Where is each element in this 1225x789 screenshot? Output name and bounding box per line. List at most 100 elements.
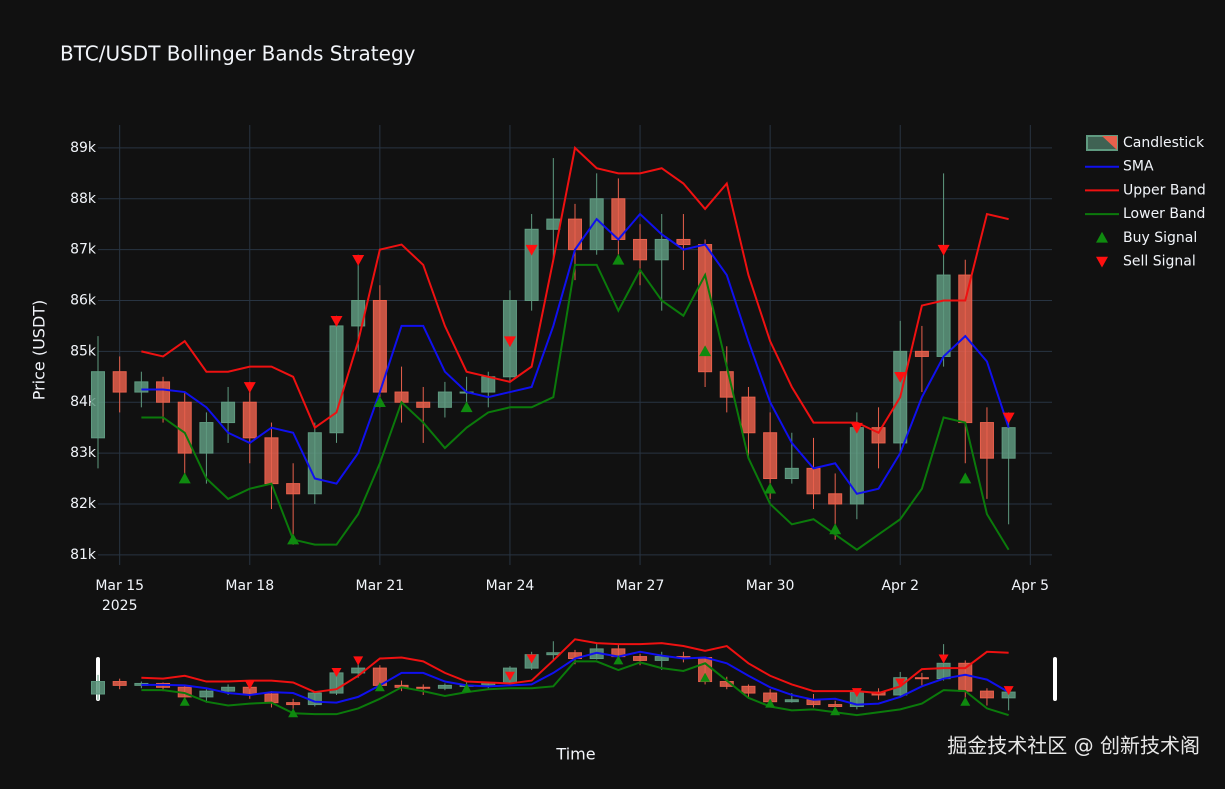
watermark: 掘金技术社区 @ 创新技术阁 xyxy=(947,734,1200,758)
y-tick-label: 84k xyxy=(70,394,97,410)
candle-body xyxy=(524,228,539,301)
signal-marker xyxy=(700,672,711,682)
candle-body xyxy=(763,432,778,480)
signal-marker xyxy=(243,382,256,393)
legend-label: Candlestick xyxy=(1123,135,1205,151)
signal-marker xyxy=(526,654,537,664)
candle-body xyxy=(936,662,951,680)
candle-body xyxy=(654,238,669,261)
legend-label: Lower Band xyxy=(1123,206,1205,222)
signal-marker xyxy=(525,244,538,256)
line-series xyxy=(141,263,1010,551)
candle-body xyxy=(221,401,236,424)
y-tick-label: 81k xyxy=(70,547,97,563)
candle-body xyxy=(416,401,431,408)
y-tick-label: 82k xyxy=(70,496,97,512)
candle-body xyxy=(134,381,149,393)
signal-marker xyxy=(851,688,862,698)
candle-body xyxy=(199,690,214,698)
candle-body xyxy=(307,432,322,495)
signal-marker xyxy=(937,244,950,256)
candle-body xyxy=(806,467,821,495)
x-tick-label: Mar 21 xyxy=(356,578,405,594)
range-slider[interactable] xyxy=(90,638,1057,718)
signal-marker xyxy=(960,696,971,706)
signal-marker xyxy=(850,422,863,434)
candle-body xyxy=(828,493,843,505)
candle-body xyxy=(156,381,171,403)
signal-marker xyxy=(287,533,300,545)
candle-body xyxy=(633,656,648,661)
signal-marker xyxy=(353,656,364,666)
y-tick-label: 88k xyxy=(70,191,97,207)
candle-body xyxy=(676,238,691,246)
candle-body xyxy=(633,238,648,261)
candle-body xyxy=(828,704,843,707)
x-tick-label: Apr 2 xyxy=(881,578,919,594)
candle-body xyxy=(437,391,452,408)
line-series xyxy=(141,638,1009,695)
candle-body xyxy=(199,422,214,454)
candle-body xyxy=(1001,427,1016,459)
signal-marker xyxy=(1002,412,1015,424)
candle-body xyxy=(546,652,561,656)
plot-area: 81k 82k 83k 84k 85k 86k 87k 88k 89k Mar 15 2025 Mar… xyxy=(70,125,1052,614)
legend-symbol xyxy=(1102,136,1117,150)
y-tick-label: 85k xyxy=(70,343,97,359)
signal-marker xyxy=(352,254,365,266)
signal-marker xyxy=(959,472,972,484)
y-tick-label: 87k xyxy=(70,242,97,258)
signal-marker xyxy=(1003,686,1014,696)
signal-marker xyxy=(829,523,842,535)
signal-marker xyxy=(830,706,841,716)
candle-body xyxy=(914,350,929,357)
candle-body xyxy=(481,376,496,393)
candle-body xyxy=(979,690,994,699)
legend-label: Sell Signal xyxy=(1123,254,1196,270)
legend-label: Upper Band xyxy=(1123,182,1206,198)
x-tick-label: Apr 5 xyxy=(1012,578,1050,594)
x-tick-label: Mar 24 xyxy=(486,578,535,594)
candle-body xyxy=(979,422,994,459)
candle-body xyxy=(242,401,257,439)
candle-body xyxy=(177,401,192,454)
candle-body xyxy=(264,693,279,704)
signal-marker xyxy=(765,698,776,708)
candle-body xyxy=(90,371,106,439)
candle-body xyxy=(90,681,106,695)
legend-symbol xyxy=(1096,256,1108,268)
candle-body xyxy=(416,686,431,689)
signal-marker xyxy=(373,396,386,408)
candle-body xyxy=(221,686,236,692)
signal-marker xyxy=(178,472,191,484)
slider-handle[interactable] xyxy=(1053,657,1057,701)
x-axis-title: Time xyxy=(555,745,595,764)
signal-marker xyxy=(894,371,907,383)
signal-marker xyxy=(331,667,342,677)
signal-marker xyxy=(461,683,472,693)
y-tick-label: 83k xyxy=(70,445,97,461)
candle-body xyxy=(784,699,799,703)
candle-body xyxy=(437,684,452,689)
y-tick-label: 86k xyxy=(70,292,97,308)
signal-marker xyxy=(699,345,712,357)
candle-body xyxy=(264,437,279,485)
candle-body xyxy=(936,274,951,357)
line-series xyxy=(141,650,1010,706)
candle-body xyxy=(567,218,583,251)
signal-marker xyxy=(764,482,777,494)
signal-marker xyxy=(460,401,473,413)
candle-body xyxy=(914,677,929,680)
x-tick-label: Mar 15 xyxy=(95,578,144,594)
candle-body xyxy=(112,681,127,686)
candle-body xyxy=(286,483,301,495)
legend-label: Buy Signal xyxy=(1123,230,1197,246)
legend: Candlestick SMA Upper Band Lower Band Buy Si… xyxy=(1085,135,1206,270)
signal-marker xyxy=(612,253,625,265)
x-tick-label: Mar 30 xyxy=(746,578,795,594)
legend-label: SMA xyxy=(1123,159,1154,175)
x-tick-year: 2025 xyxy=(102,598,138,614)
candle-body xyxy=(394,391,409,403)
